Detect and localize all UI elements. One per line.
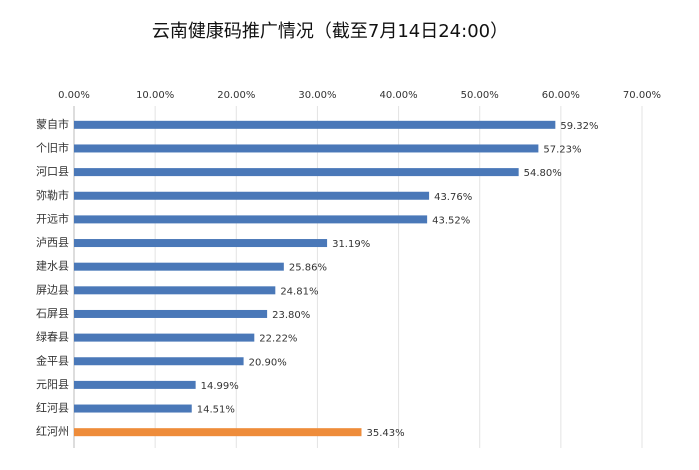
bar — [74, 215, 428, 224]
data-label: 22.22% — [259, 334, 297, 345]
data-label: 14.99% — [201, 381, 239, 392]
y-tick-label: 蒙自市 — [36, 117, 69, 131]
x-tick-label: 60.00% — [542, 90, 580, 101]
y-tick-label: 元阳县 — [36, 378, 69, 391]
bar — [74, 120, 556, 129]
data-label: 43.52% — [432, 215, 470, 226]
data-label: 20.90% — [249, 357, 287, 368]
bar — [74, 404, 192, 413]
bar — [74, 239, 328, 248]
y-tick-label: 屏边县 — [36, 283, 69, 296]
data-label: 43.76% — [434, 192, 472, 203]
x-tick-label: 40.00% — [380, 90, 418, 101]
y-tick-label: 建水县 — [36, 259, 69, 273]
data-label: 23.80% — [272, 310, 310, 321]
x-tick-label: 0.00% — [58, 90, 90, 101]
data-label: 25.86% — [289, 263, 327, 274]
bar — [74, 262, 284, 271]
y-tick-label: 河口县 — [36, 165, 69, 178]
y-tick-label: 金平县 — [36, 353, 69, 367]
bar — [74, 333, 255, 342]
bar — [74, 286, 276, 295]
bar — [74, 380, 196, 389]
data-label: 35.43% — [366, 428, 404, 439]
data-label: 57.23% — [543, 144, 581, 155]
y-tick-label: 红河县 — [36, 402, 69, 415]
y-tick-label: 弥勒市 — [36, 188, 69, 202]
data-label: 14.51% — [197, 405, 235, 416]
y-tick-label: 个旧市 — [36, 140, 69, 154]
bar — [74, 144, 539, 153]
bar — [74, 191, 430, 200]
y-tick-label: 绿春县 — [36, 330, 69, 344]
data-label: 31.19% — [332, 239, 370, 250]
bar — [74, 428, 362, 437]
bar — [74, 168, 519, 177]
x-tick-label: 50.00% — [461, 90, 499, 101]
y-tick-label: 红河州 — [36, 425, 69, 438]
x-tick-label: 30.00% — [298, 90, 336, 101]
x-tick-label: 20.00% — [217, 90, 255, 101]
y-tick-label: 泸西县 — [36, 236, 69, 249]
data-label: 59.32% — [560, 121, 598, 132]
data-label: 24.81% — [280, 286, 318, 297]
x-tick-label: 70.00% — [623, 90, 661, 101]
chart-title: 云南健康码推广情况（截至7月14日24:00） — [152, 21, 508, 42]
y-tick-label: 石屏县 — [36, 307, 69, 320]
y-tick-label: 开远市 — [36, 211, 69, 225]
data-label: 54.80% — [524, 168, 562, 179]
x-tick-label: 10.00% — [136, 90, 174, 101]
bar — [74, 357, 244, 366]
bar — [74, 309, 268, 318]
